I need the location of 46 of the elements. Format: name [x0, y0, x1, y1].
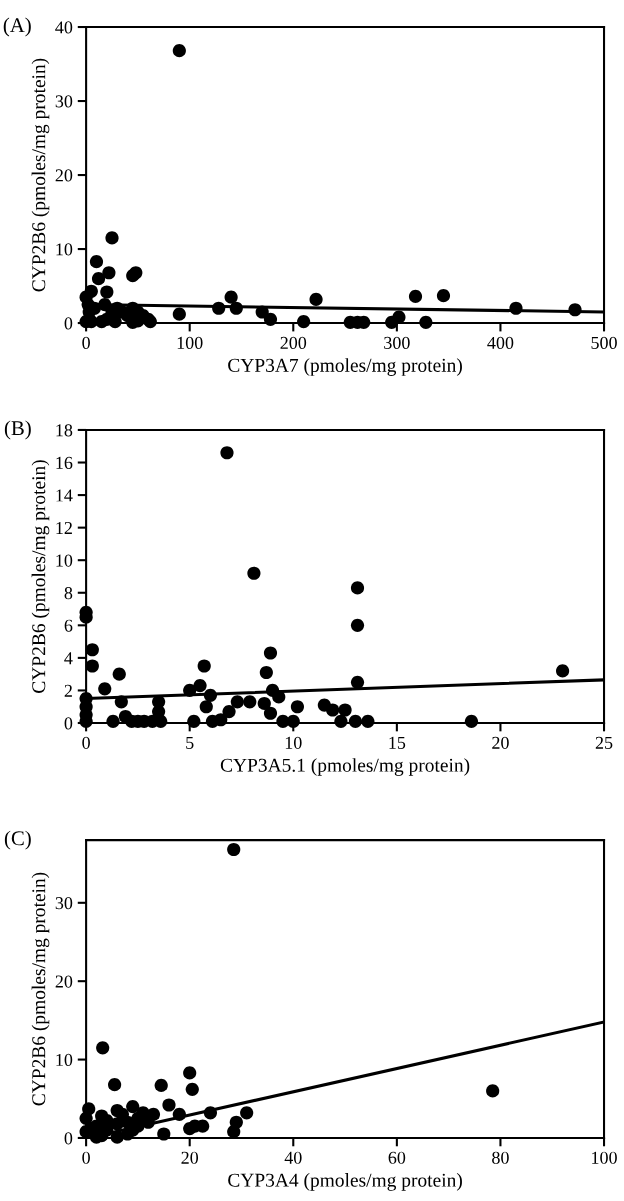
- x-tick-label: 20: [181, 1151, 199, 1164]
- y-tick-label: 18: [56, 424, 73, 437]
- y-tick-label: 8: [64, 587, 73, 600]
- y-tick-label: 20: [55, 975, 73, 988]
- y-tick-label: 0: [64, 717, 73, 730]
- x-axis-title: CYP3A5.1 (pmoles/mg protein): [220, 758, 470, 776]
- y-axis-title: CYP2B6 (pmoles/mg protein): [31, 58, 50, 292]
- x-tick-label: 80: [492, 1151, 509, 1164]
- text: (B): [4, 420, 31, 440]
- x-tick-label: 60: [388, 1151, 406, 1164]
- y-tick-label: 20: [55, 169, 73, 182]
- x-tick-label: 500: [591, 336, 617, 349]
- y-tick-label: 2: [64, 684, 72, 697]
- y-tick-label: 12: [56, 521, 72, 534]
- y-tick-label: 14: [56, 489, 73, 502]
- y-tick-label: 0: [64, 1132, 73, 1145]
- text: (C): [4, 830, 31, 850]
- x-tick-label: 0: [82, 1151, 90, 1164]
- x-tick-label: 0: [82, 736, 90, 749]
- y-tick-label: 10: [56, 1053, 73, 1067]
- text: (A): [3, 17, 31, 37]
- x-axis-title: CYP3A4 (pmoles/mg protein): [228, 1173, 462, 1191]
- x-tick-label: 5: [186, 736, 194, 749]
- y-tick-label: 40: [55, 21, 73, 34]
- y-tick-label: 30: [55, 95, 73, 108]
- x-tick-label: 40: [284, 1151, 302, 1164]
- x-tick-label: 15: [389, 736, 406, 749]
- y-tick-label: 30: [55, 897, 73, 910]
- y-tick-label: 0: [64, 317, 73, 330]
- x-tick-label: 100: [592, 1151, 617, 1164]
- x-tick-label: 0: [82, 336, 90, 349]
- y-tick-label: 4: [64, 652, 73, 665]
- y-axis-title: CYP2B6 (pmoles/mg protein): [31, 872, 50, 1106]
- x-tick-label: 200: [280, 336, 307, 349]
- y-tick-label: 10: [56, 243, 73, 256]
- y-axis-title: CYP2B6 (pmoles/mg protein): [31, 460, 50, 693]
- y-tick-label: 16: [56, 456, 73, 469]
- x-tick-label: 10: [285, 736, 302, 749]
- x-tick-label: 100: [177, 336, 203, 349]
- x-tick-label: 25: [595, 736, 613, 749]
- y-tick-label: 6: [64, 619, 73, 632]
- x-tick-label: 300: [384, 336, 410, 349]
- y-tick-label: 10: [56, 554, 73, 567]
- x-axis-title: CYP3A7 (pmoles/mg protein): [228, 358, 462, 376]
- x-tick-label: 20: [492, 736, 509, 749]
- x-tick-label: 400: [487, 336, 514, 349]
